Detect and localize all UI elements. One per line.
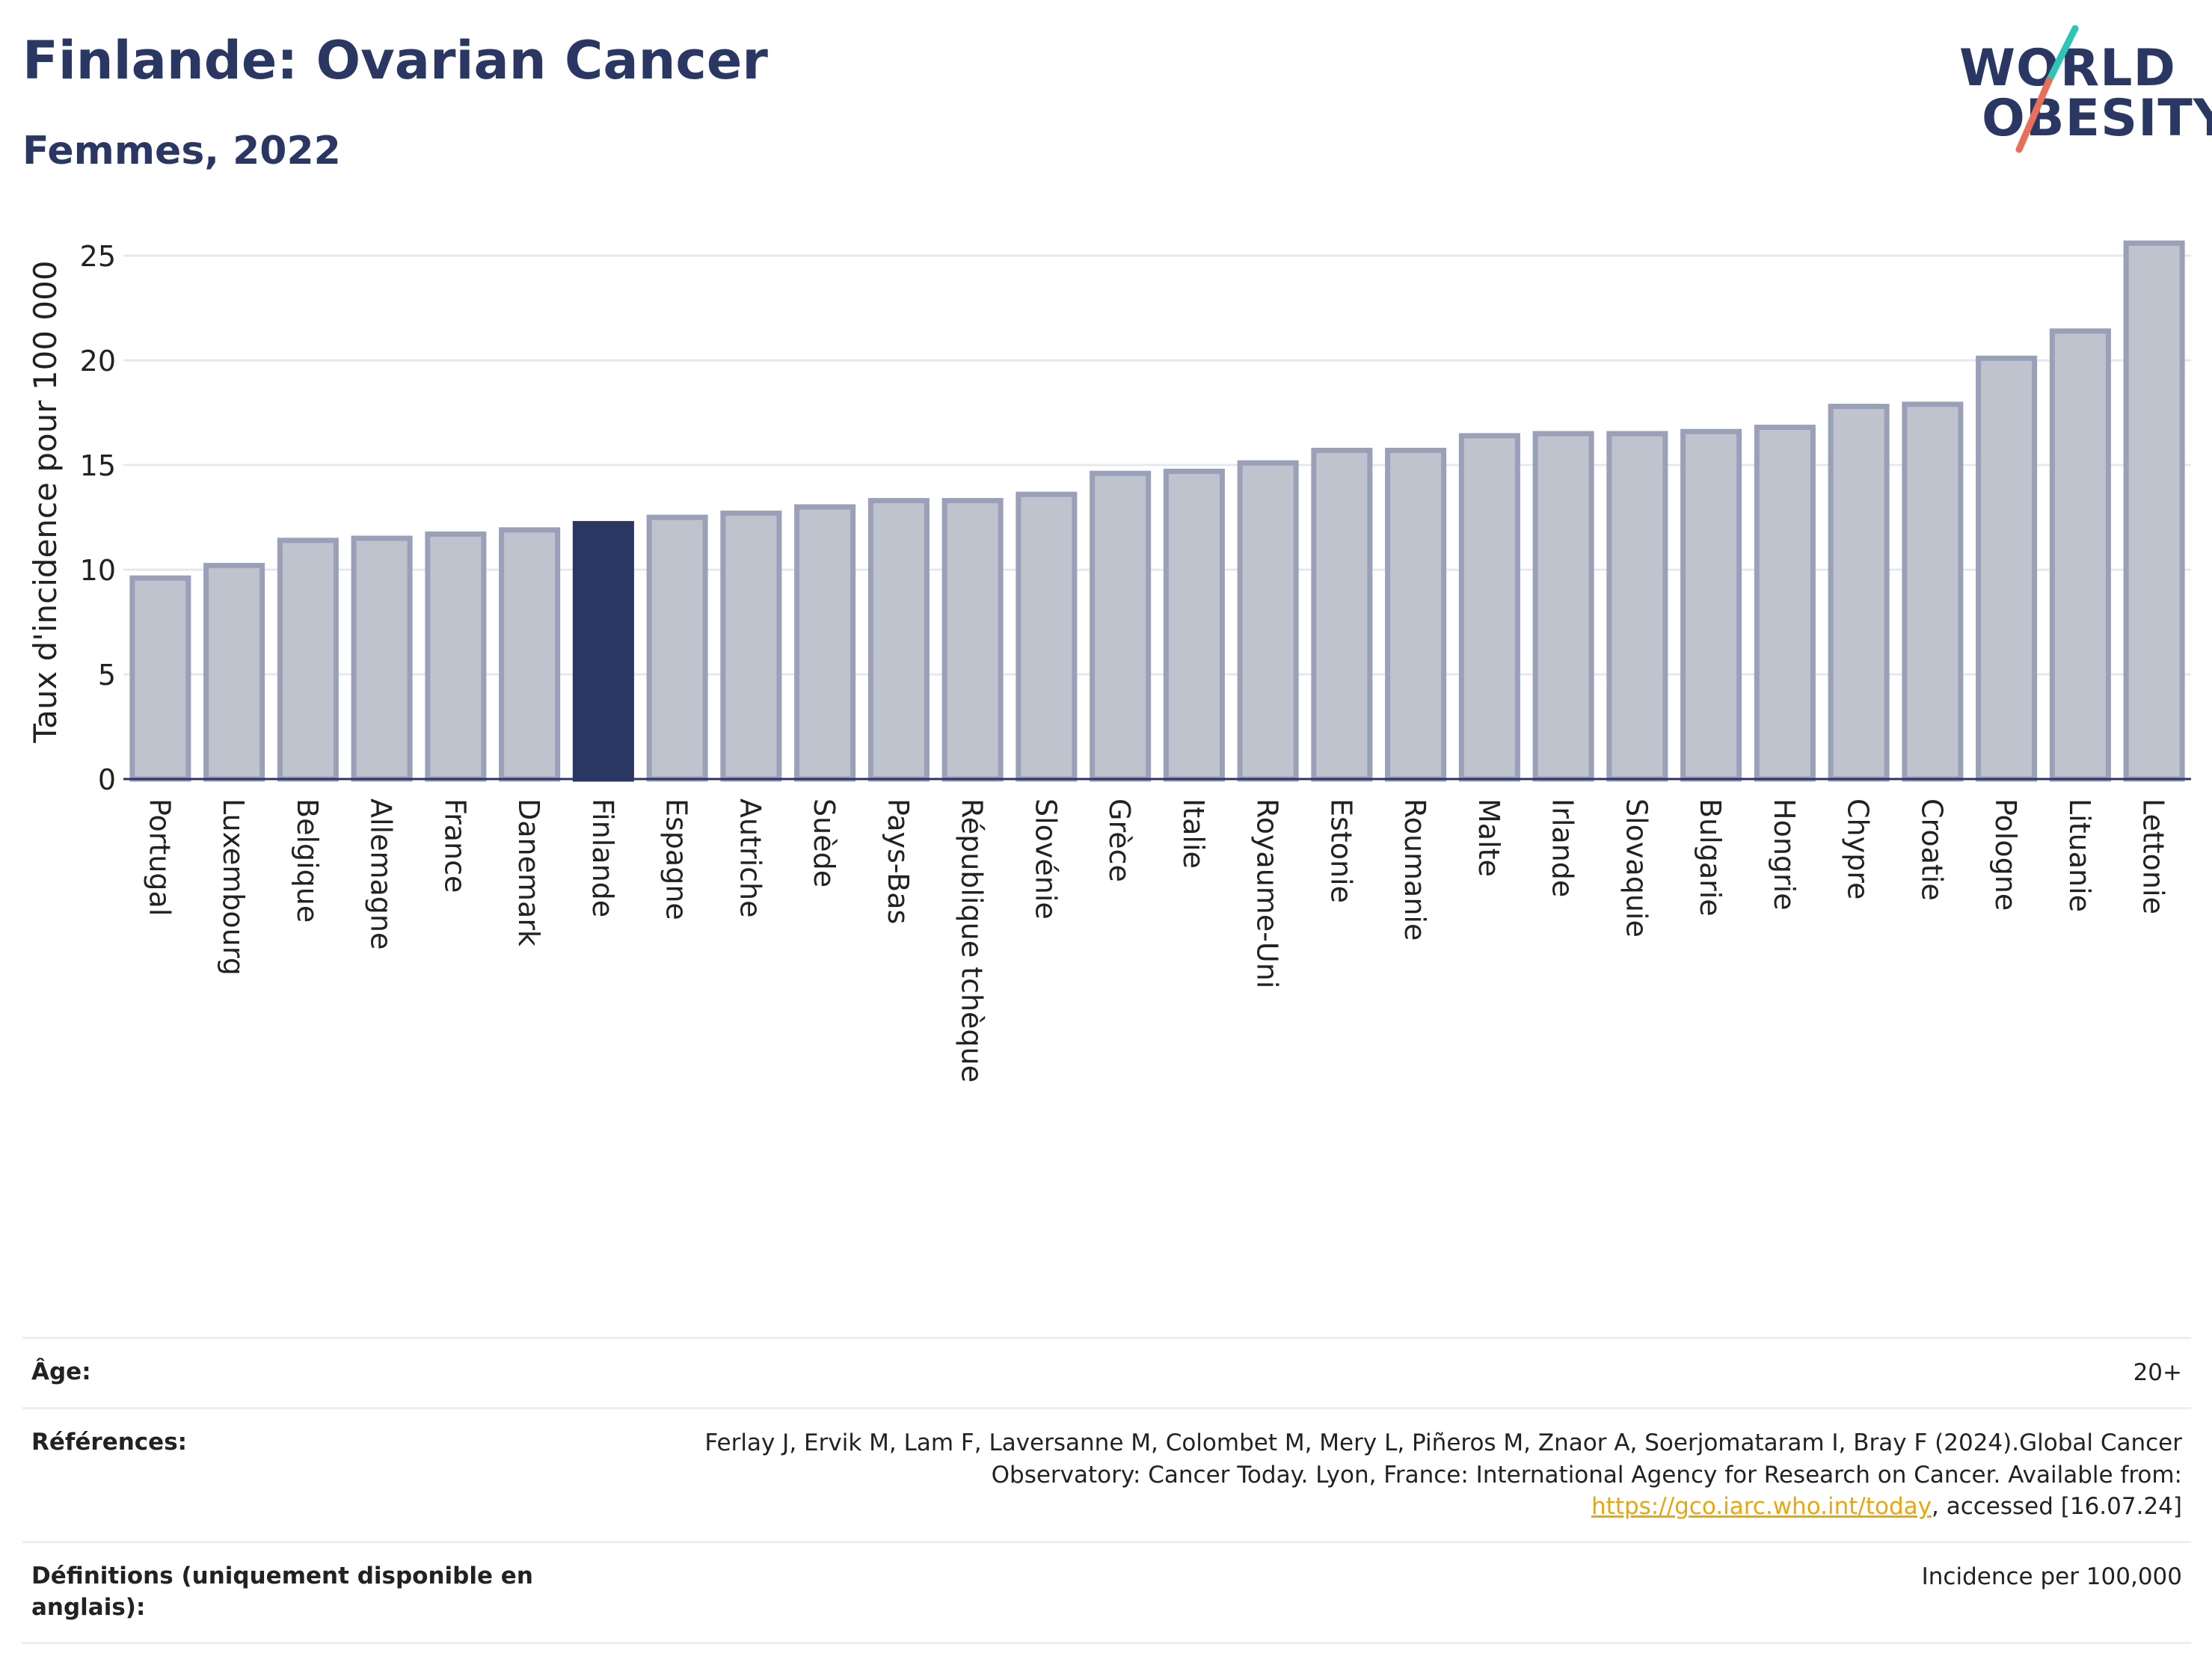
info-row-definitions: Définitions (uniquement disponible en an… — [22, 1541, 2191, 1644]
x-tick-label: Bulgarie — [1694, 798, 1727, 917]
y-tick-label: 5 — [98, 659, 116, 692]
x-tick-label: Luxembourg — [217, 798, 250, 976]
x-tick-label: Hongrie — [1768, 798, 1801, 911]
bar-irlande — [1532, 431, 1594, 782]
bar-allemagne — [351, 535, 413, 782]
bar-roumanie — [1385, 447, 1447, 782]
definitions-label: Définitions (uniquement disponible en an… — [31, 1563, 533, 1621]
bar-malte — [1458, 433, 1520, 782]
x-tick-label: République tchèque — [956, 798, 989, 1083]
bar-république-tchèque — [941, 498, 1004, 782]
bar-slovaquie — [1606, 431, 1668, 782]
x-tick-label: Royaume-Uni — [1251, 798, 1284, 988]
bar-lituanie — [2049, 328, 2111, 782]
x-tick-label: Lituanie — [2063, 798, 2096, 912]
bar-finlande — [572, 520, 634, 782]
info-row-age: Âge: 20+ — [22, 1337, 2191, 1407]
x-tick-label: Slovénie — [1029, 798, 1062, 920]
bar-luxembourg — [203, 562, 265, 782]
bar-lettonie — [2123, 240, 2185, 782]
x-tick-label: Estonie — [1324, 798, 1357, 903]
x-tick-label: Slovaquie — [1620, 798, 1653, 938]
bar-pays-bas — [867, 498, 930, 782]
references-text: Ferlay J, Ervik M, Lam F, Laversanne M, … — [704, 1429, 2182, 1489]
info-row-references: Références: Ferlay J, Ervik M, Lam F, La… — [22, 1406, 2191, 1541]
x-tick-label: Belgique — [291, 798, 324, 923]
bar-chart: 0 5 10 15 20 25 Taux d'incidence pour 100 000 P… — [27, 240, 2191, 1083]
logo-slash-icon — [2015, 25, 2079, 153]
age-label: Âge: — [31, 1358, 91, 1385]
bar-espagne — [646, 514, 708, 782]
bar-slovénie — [1016, 491, 1078, 782]
bar-pologne — [1976, 355, 2038, 782]
x-tick-label: Lettonie — [2137, 798, 2170, 914]
chart-title: Finlande: Ovarian Cancer — [22, 30, 768, 91]
bar-croatie — [1902, 401, 1964, 782]
definitions-value: Incidence per 100,000 — [1921, 1563, 2182, 1591]
y-tick-label: 20 — [80, 345, 116, 378]
bar-hongrie — [1754, 425, 1816, 782]
y-tick-label: 15 — [80, 449, 116, 482]
x-tick-label: Pologne — [1989, 798, 2022, 911]
y-tick-label: 0 — [98, 763, 116, 796]
x-tick-label: Portugal — [143, 798, 176, 916]
references-link[interactable]: https://gco.iarc.who.int/today — [1591, 1493, 1932, 1521]
x-tick-label: France — [438, 798, 471, 893]
bar-chypre — [1828, 404, 1890, 782]
x-tick-label: Chypre — [1842, 798, 1875, 899]
bar-autriche — [720, 510, 782, 782]
bar-estonie — [1311, 447, 1373, 782]
bar-bulgarie — [1680, 428, 1742, 782]
x-tick-label: Finlande — [586, 798, 619, 917]
x-tick-label: Roumanie — [1398, 798, 1431, 941]
info-table: Âge: 20+ Références: Ferlay J, Ervik M, … — [22, 1337, 2191, 1644]
x-tick-label: Suède — [808, 798, 841, 887]
y-tick-label: 25 — [80, 240, 116, 273]
references-label: Références: — [31, 1428, 188, 1456]
bar-france — [425, 531, 487, 782]
x-tick-label: Autriche — [734, 798, 766, 918]
x-tick-label: Italie — [1177, 798, 1210, 869]
references-accessed: , accessed [16.07.24] — [1931, 1493, 2182, 1521]
bar-italie — [1163, 468, 1225, 782]
x-tick-label: Grèce — [1103, 798, 1136, 882]
y-tick-label: 10 — [80, 554, 116, 587]
world-obesity-logo: WORLD OBESITY — [1944, 22, 2212, 157]
bar-belgique — [277, 538, 339, 782]
x-tick-label: Irlande — [1546, 798, 1579, 897]
x-tick-label: Espagne — [660, 798, 693, 920]
bar-suède — [794, 504, 856, 782]
x-tick-label: Pays-Bas — [882, 798, 915, 924]
references-value: Ferlay J, Ervik M, Lam F, Laversanne M, … — [686, 1427, 2182, 1523]
age-value: 20+ — [2133, 1359, 2182, 1386]
x-tick-label: Croatie — [1915, 798, 1948, 901]
chart-subtitle: Femmes, 2022 — [22, 129, 341, 173]
y-axis-title: Taux d'incidence pour 100 000 — [27, 260, 64, 743]
x-tick-label: Malte — [1472, 798, 1505, 877]
bar-grèce — [1090, 470, 1152, 782]
x-tick-label: Danemark — [512, 798, 545, 946]
bar-danemark — [499, 527, 561, 782]
x-tick-label: Allemagne — [365, 798, 398, 949]
bar-portugal — [129, 575, 191, 782]
logo-text-obesity: OBESITY — [1982, 89, 2212, 148]
bar-royaume-uni — [1237, 460, 1299, 782]
